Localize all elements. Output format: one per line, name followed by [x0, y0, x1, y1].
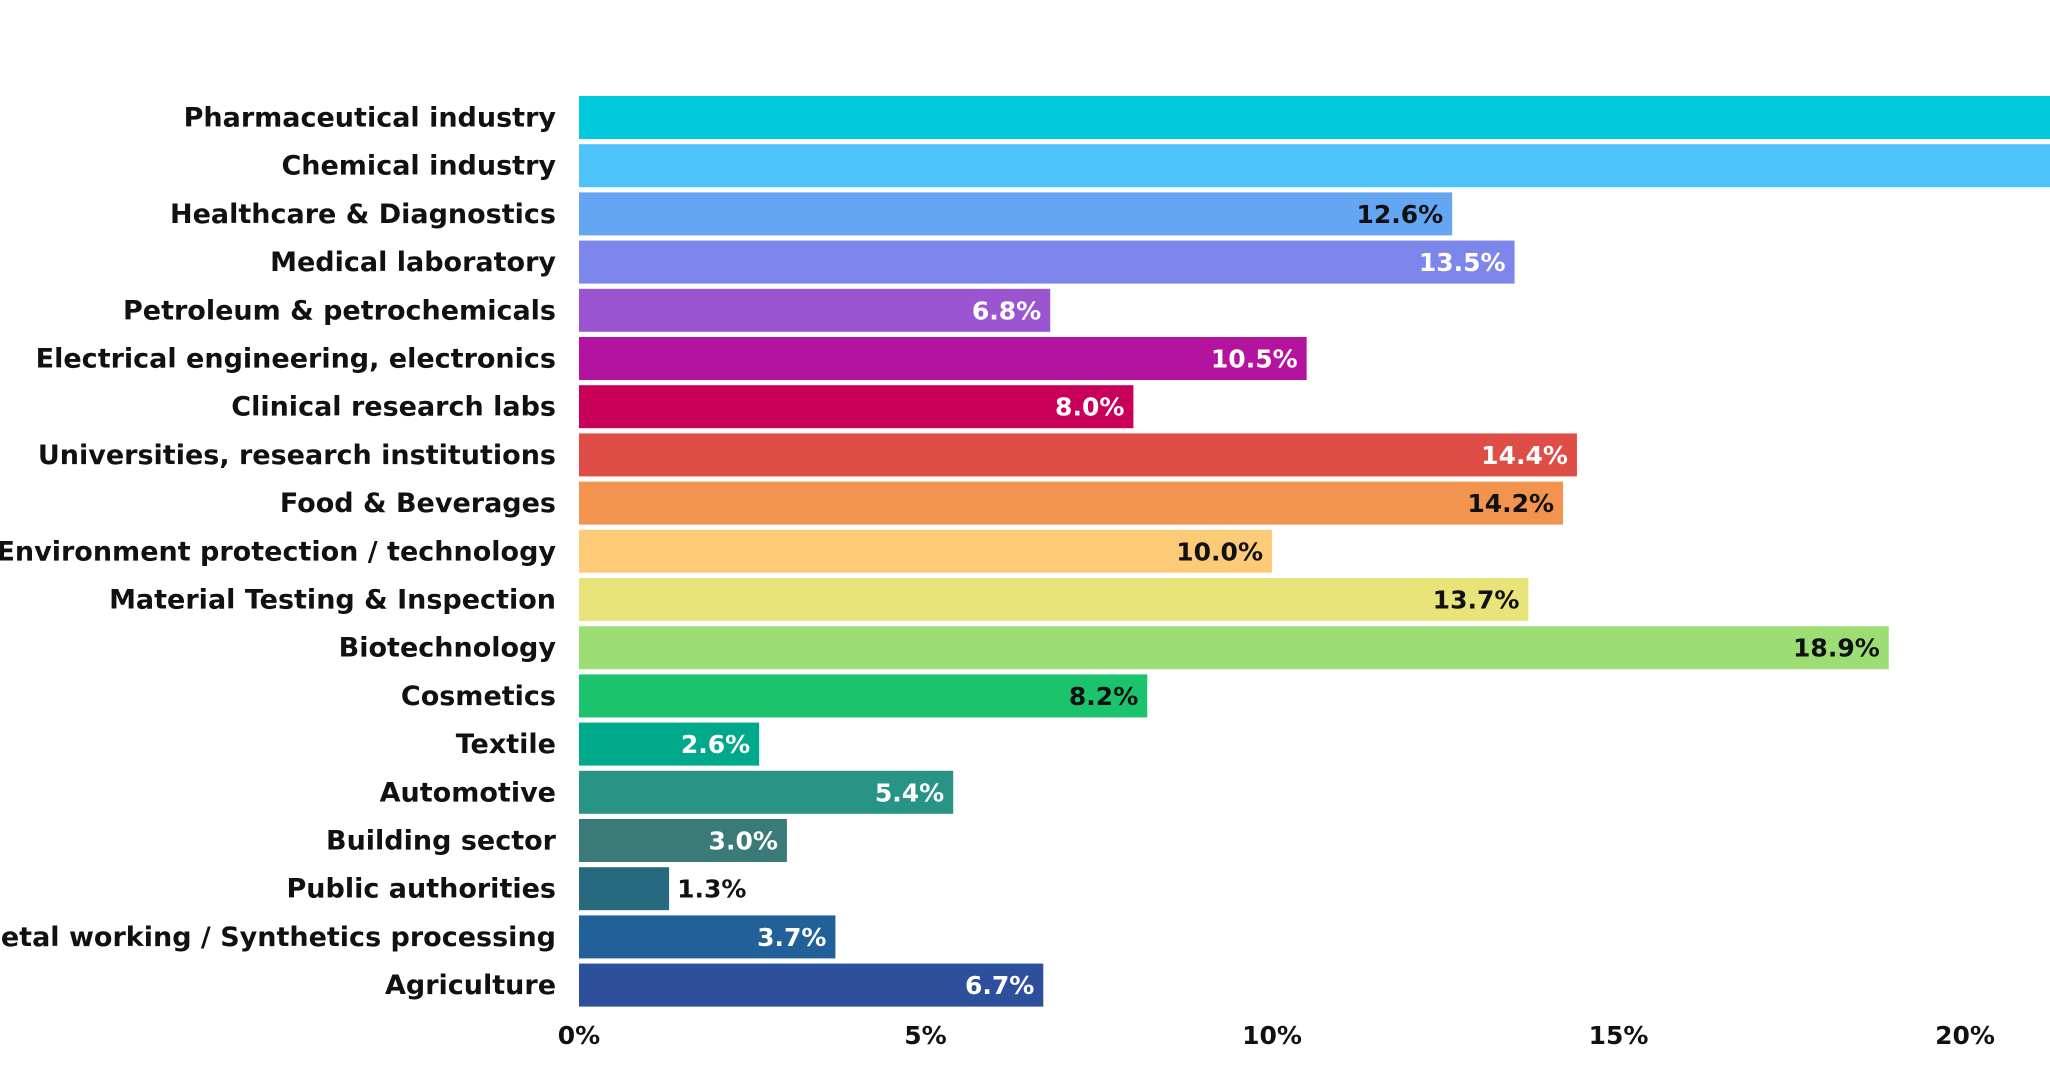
category-label: Material Testing & Inspection — [109, 585, 556, 616]
data-label: 10.0% — [1176, 537, 1263, 566]
bar — [579, 337, 1307, 380]
bar — [579, 144, 2050, 188]
bar — [579, 192, 1453, 236]
bar — [579, 240, 1515, 284]
category-label: Universities, research institutions — [38, 440, 556, 471]
data-label: 12.6% — [1356, 200, 1443, 229]
bar — [579, 674, 1148, 718]
bar — [579, 481, 1564, 525]
bar — [579, 433, 1577, 477]
category-label: Agriculture — [385, 970, 556, 1001]
bar — [579, 867, 670, 911]
data-label: 3.0% — [709, 827, 778, 856]
data-label: 5.4% — [875, 778, 944, 807]
x-tick-label: 20% — [1935, 1021, 1995, 1050]
category-label: Clinical research labs — [231, 392, 556, 423]
x-tick-label: 10% — [1242, 1021, 1302, 1050]
category-label: Textile — [456, 729, 556, 760]
category-label: Building sector — [326, 826, 557, 857]
category-label: Public authorities — [287, 874, 557, 905]
category-label: Petroleum & petrochemicals — [123, 295, 556, 326]
data-label: 3.7% — [757, 923, 826, 952]
category-label: Biotechnology — [339, 633, 557, 664]
bar — [579, 96, 2050, 139]
category-label: Automotive — [380, 777, 556, 808]
category-label: Food & Beverages — [280, 488, 556, 519]
data-label: 6.7% — [965, 971, 1034, 1000]
category-label: Environment protection / technology — [0, 536, 556, 567]
bar — [579, 626, 1889, 670]
bar — [579, 722, 760, 766]
category-label: Electrical engineering, electronics — [36, 344, 556, 375]
data-label: 14.2% — [1467, 489, 1554, 518]
category-label: Medical laboratory — [270, 247, 556, 278]
data-label: 13.7% — [1433, 586, 1520, 615]
bar — [579, 963, 1044, 1007]
bar — [579, 385, 1134, 429]
bar — [579, 288, 1051, 332]
bar — [579, 915, 836, 959]
data-label: 8.0% — [1055, 393, 1124, 422]
category-labels: Pharmaceutical industry Chemical industry… — [0, 103, 557, 1002]
bars — [579, 96, 2050, 1007]
x-axis-ticks: 0%5%10%15%20%25%30% — [558, 1021, 1995, 1050]
bar — [579, 819, 787, 862]
data-label: 14.4% — [1481, 441, 1568, 470]
data-label: 10.5% — [1211, 345, 1298, 374]
value-labels: 26.9%23.0%12.6%13.5%6.8%10.5%8.0%14.4%14… — [677, 200, 1880, 1000]
category-label: Healthcare & Diagnostics — [170, 199, 556, 230]
data-label: 2.6% — [681, 730, 750, 759]
category-label: Pharmaceutical industry — [184, 103, 557, 134]
data-label: 8.2% — [1069, 682, 1138, 711]
data-label: 1.3% — [677, 875, 746, 904]
x-tick-label: 5% — [904, 1021, 946, 1050]
category-label: Cosmetics — [401, 681, 556, 712]
data-label: 18.9% — [1793, 634, 1880, 663]
category-label: Metal working / Synthetics processing — [0, 922, 556, 953]
bar — [579, 578, 1529, 621]
bar — [579, 529, 1272, 573]
x-tick-label: 15% — [1589, 1021, 1649, 1050]
data-label: 6.8% — [972, 296, 1041, 325]
data-label: 13.5% — [1419, 248, 1506, 277]
category-label: Chemical industry — [281, 151, 556, 182]
x-tick-label: 0% — [558, 1021, 600, 1050]
bar — [579, 770, 954, 814]
